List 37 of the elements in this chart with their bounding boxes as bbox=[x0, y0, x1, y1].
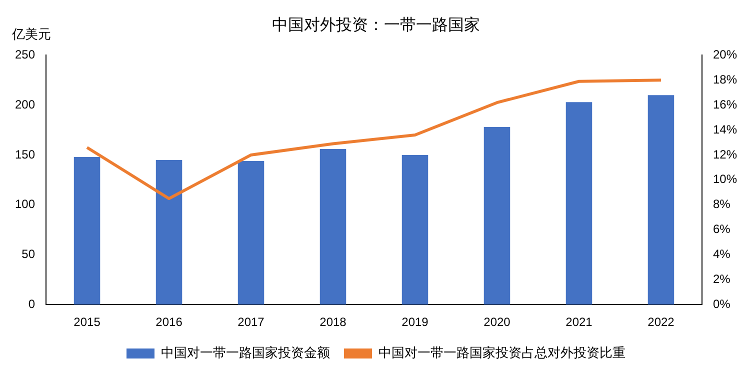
bar bbox=[156, 160, 182, 305]
y2-tick-label: 14% bbox=[712, 122, 738, 136]
y2-tick-label: 6% bbox=[712, 222, 731, 236]
y2-tick-label: 12% bbox=[712, 147, 738, 162]
y-tick-label: 50 bbox=[22, 247, 36, 262]
x-tick-label: 2019 bbox=[402, 315, 429, 330]
bar bbox=[238, 160, 264, 305]
bar bbox=[74, 156, 100, 305]
y2-tick-label: 2% bbox=[712, 272, 731, 286]
y2-tick-label: 18% bbox=[712, 72, 738, 86]
y-tick-label: 0 bbox=[28, 296, 36, 311]
bar bbox=[484, 127, 510, 305]
legend-label: 中国对一带一路国家投资金额 bbox=[161, 345, 330, 360]
bar bbox=[648, 95, 674, 305]
bar bbox=[402, 154, 428, 305]
y-axis-title: 亿美元 bbox=[11, 26, 51, 42]
bar bbox=[566, 102, 592, 305]
x-tick-label: 2020 bbox=[484, 315, 511, 330]
x-tick-label: 2015 bbox=[74, 315, 101, 330]
y2-tick-label: 20% bbox=[712, 48, 738, 62]
x-tick-label: 2016 bbox=[156, 315, 183, 330]
y-tick-label: 250 bbox=[14, 48, 36, 62]
x-tick-label: 2022 bbox=[648, 315, 675, 330]
y2-tick-label: 0% bbox=[712, 296, 731, 311]
y2-tick-label: 16% bbox=[712, 97, 738, 112]
y2-tick-label: 4% bbox=[712, 247, 731, 262]
y2-tick-label: 10% bbox=[712, 172, 738, 186]
y-tick-label: 100 bbox=[14, 197, 36, 212]
chart-title: 中国对外投资：一带一路国家 bbox=[272, 16, 480, 34]
y-tick-label: 150 bbox=[14, 147, 36, 162]
y-tick-label: 200 bbox=[14, 97, 36, 112]
y2-tick-label: 8% bbox=[712, 197, 731, 212]
bar bbox=[320, 148, 346, 305]
x-tick-label: 2021 bbox=[566, 315, 593, 330]
x-tick-label: 2018 bbox=[320, 315, 347, 330]
x-tick-label: 2017 bbox=[238, 315, 265, 330]
legend-label: 中国对一带一路国家投资占总对外投资比重 bbox=[378, 345, 626, 360]
